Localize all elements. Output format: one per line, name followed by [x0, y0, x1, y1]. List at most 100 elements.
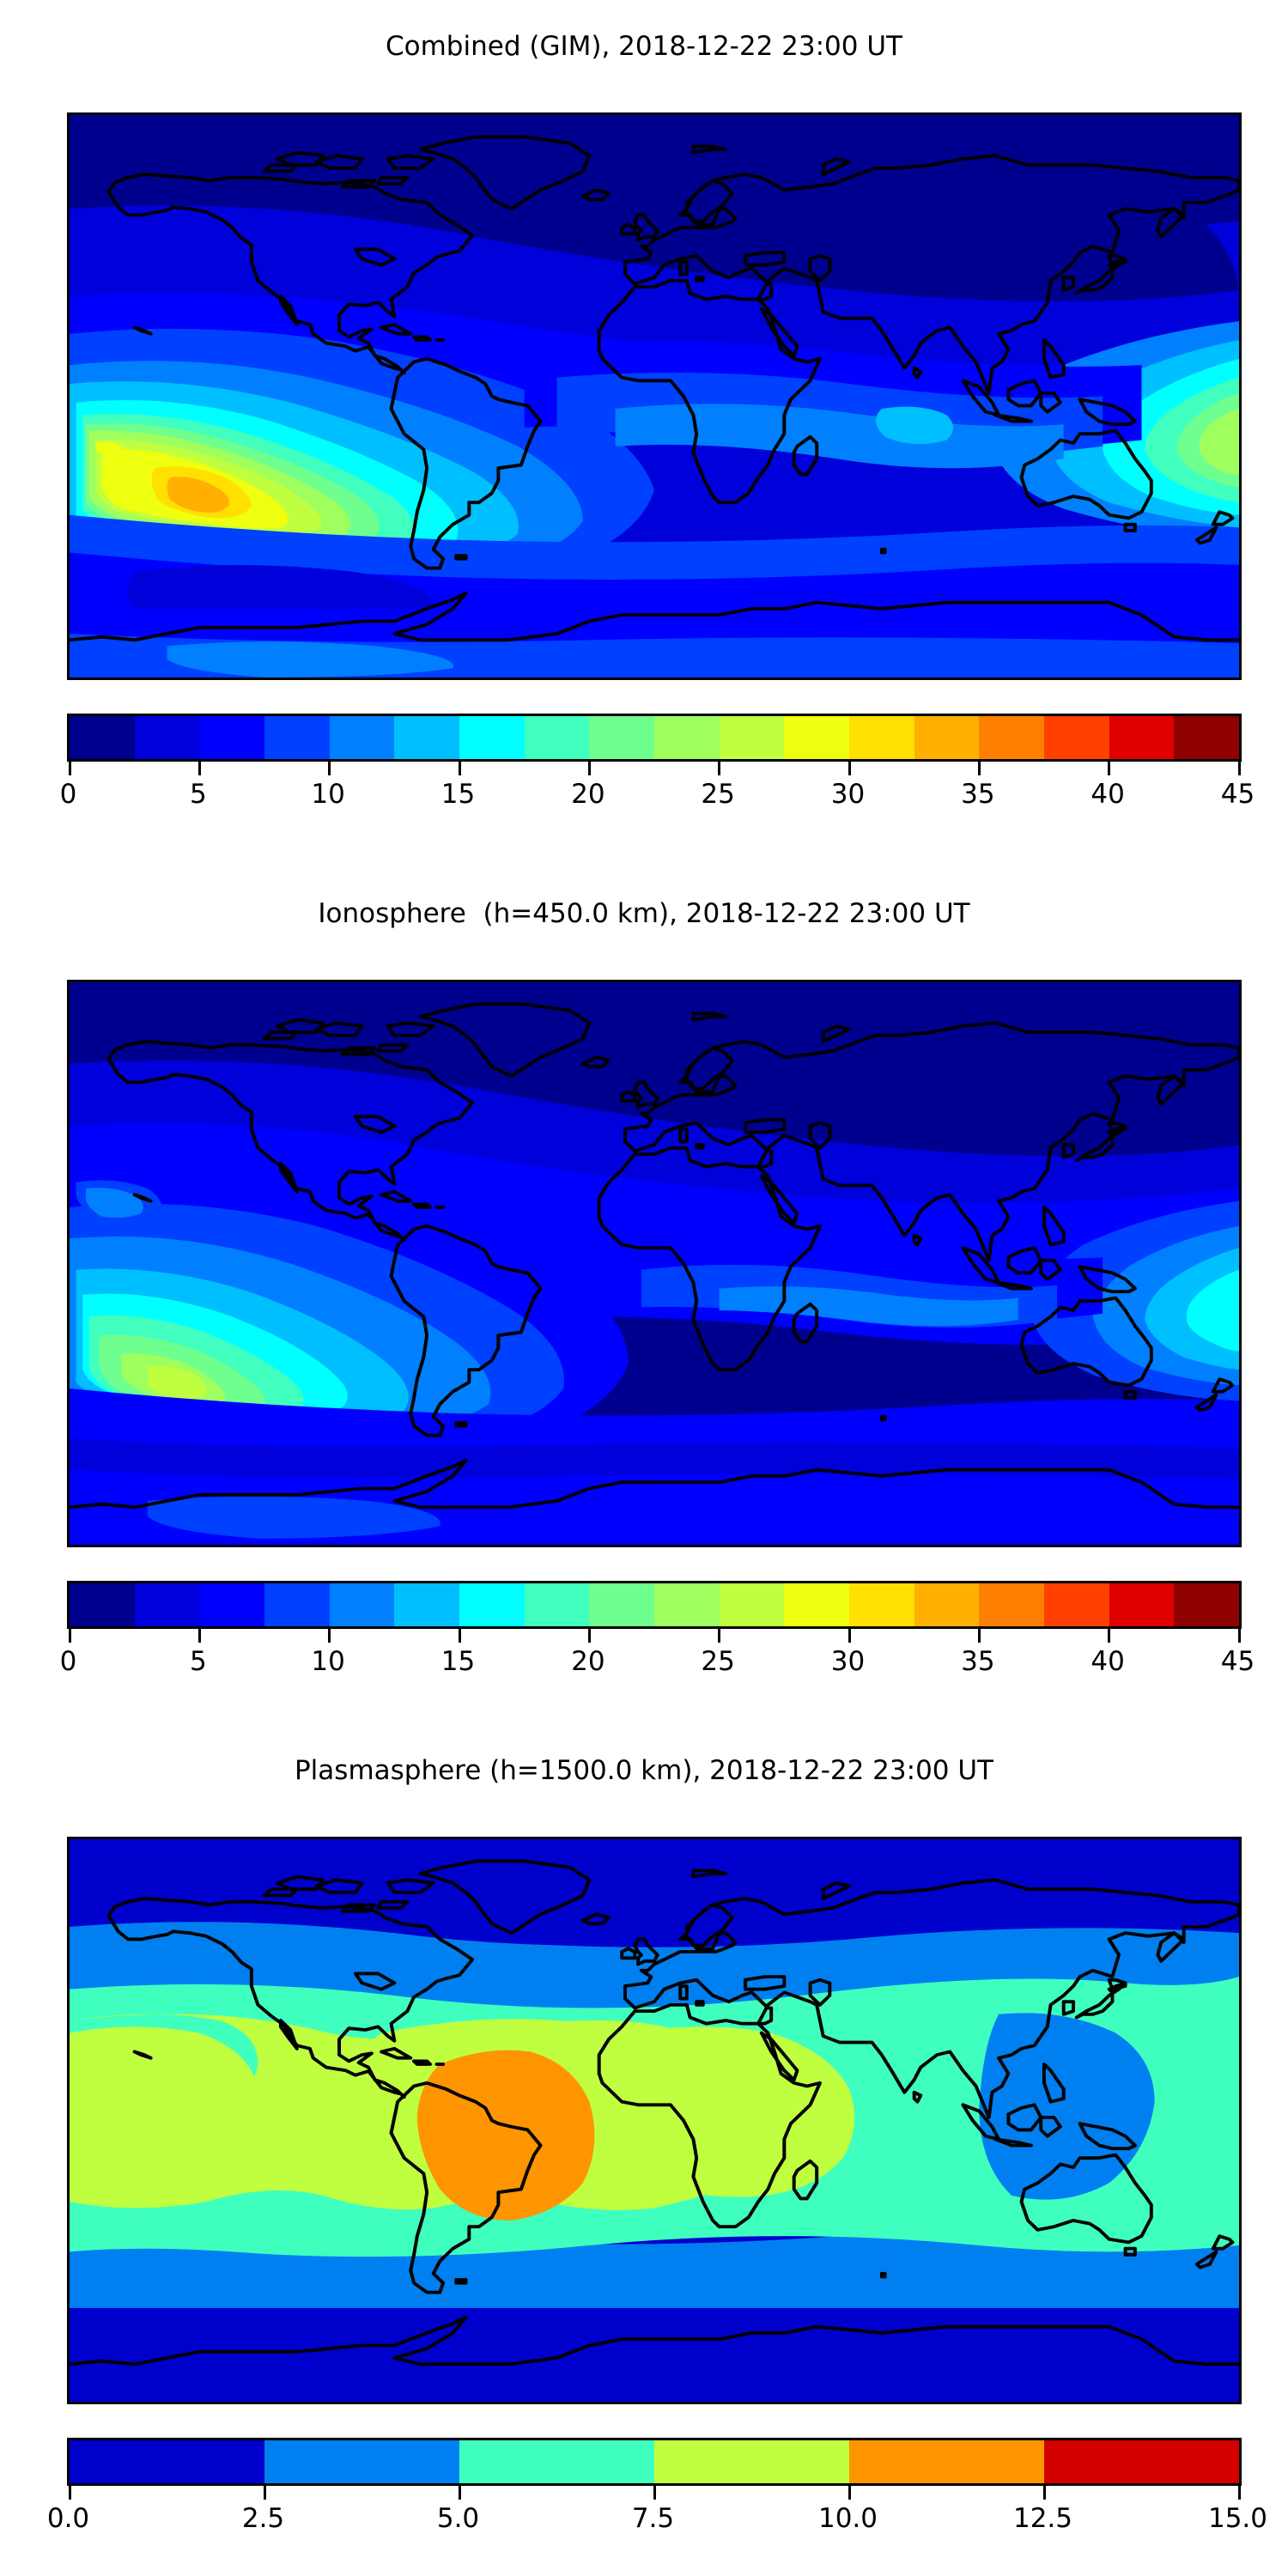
colorbar-tick-label: 10 — [311, 1646, 345, 1677]
colorbar-tick-label: 25 — [701, 1646, 735, 1677]
coastline-path — [106, 1040, 475, 1242]
colorbar-band — [914, 716, 980, 759]
colorbar-tick-label: 15 — [440, 1646, 476, 1677]
coastline-path — [808, 1978, 832, 2007]
colorbar-tick — [718, 762, 721, 775]
coastline-path — [70, 2315, 1239, 2366]
coastline-path — [792, 434, 819, 477]
coastline-path — [580, 188, 611, 202]
coastline-path — [1156, 1074, 1186, 1106]
coastline-path — [691, 1012, 728, 1022]
coastline-path — [389, 356, 543, 570]
colorbar-tick — [197, 762, 201, 775]
map-canvas-plasmasphere — [70, 1839, 1239, 2402]
colorbar-band — [849, 2440, 1044, 2483]
coastline-path — [821, 157, 851, 177]
map-plasmasphere — [67, 1837, 1242, 2404]
coastline-path — [633, 1080, 659, 1109]
colorbar-tick-label: 40 — [1091, 1646, 1125, 1677]
colorbar-band — [329, 1583, 395, 1626]
colorbar-tick — [587, 762, 591, 775]
colorbar-tick-label: 25 — [701, 779, 735, 810]
contour-field-combined — [70, 115, 1239, 677]
colorbar-tick — [328, 1629, 331, 1643]
coastline-path — [620, 222, 637, 236]
colorbar-tick-label: 15.0 — [1207, 2503, 1268, 2534]
coastline-path — [340, 1046, 377, 1056]
colorbar-tick-label: 15 — [440, 779, 476, 810]
panel-title-ionosphere: Ionosphere (h=450.0 km), 2018-12-22 23:0… — [318, 898, 970, 929]
colorbar-band — [459, 716, 525, 759]
coastline-path — [376, 1042, 410, 1053]
coastline-path — [808, 253, 832, 283]
panel-combined: Combined (GIM), 2018-12-22 23:00 UT — [0, 0, 1288, 867]
coastline-path — [580, 1912, 611, 1926]
coastline-path — [792, 1302, 819, 1344]
coastline-path — [278, 1162, 299, 1194]
coastline-path — [276, 150, 325, 167]
coastline-path — [759, 2031, 799, 2082]
coastline-path — [695, 276, 705, 283]
coastline-path — [1078, 2122, 1137, 2151]
colorbar-gradient-ionosphere — [67, 1581, 1242, 1629]
coastline-path — [132, 1193, 153, 1203]
coastline-path — [389, 2081, 543, 2294]
coastline-path — [1061, 1143, 1076, 1159]
coastline-path — [597, 278, 822, 505]
coastline-path — [678, 1984, 689, 2001]
colorbar-band — [1109, 1583, 1175, 1626]
colorbar-tick-label: 5.0 — [436, 2503, 480, 2534]
coastline-path — [353, 1971, 397, 1991]
colorbar-band — [394, 716, 459, 759]
colorbar-tick-label: 5 — [189, 779, 207, 810]
coastline-path — [1156, 1931, 1186, 1963]
colorbar-band — [1174, 716, 1239, 759]
coastline-path — [1107, 1978, 1127, 1991]
colorbar-tick-label: 0.0 — [46, 2503, 90, 2534]
colorbar-gradient-combined — [67, 714, 1242, 762]
colorbar-tick — [328, 762, 331, 775]
coastline-path — [412, 335, 432, 342]
colorbar-tick-label: 10.0 — [817, 2503, 878, 2534]
coastline-path — [1123, 2246, 1137, 2257]
map-canvas-ionosphere — [70, 982, 1239, 1545]
contour-field-ionosphere — [70, 982, 1239, 1545]
coastline-path — [620, 1090, 637, 1103]
coastline-path — [684, 1046, 734, 1091]
colorbar-tick — [458, 762, 461, 775]
coastlines-combined — [70, 135, 1239, 642]
colorbar-tick — [68, 2486, 71, 2500]
colorbar-band — [394, 1583, 459, 1626]
colorbar-band — [70, 2440, 264, 2483]
colorbar-tick-label: 5 — [189, 1646, 207, 1677]
colorbar-tick — [1237, 762, 1241, 775]
coastline-path — [1194, 1393, 1218, 1413]
colorbar-tick — [1237, 1629, 1241, 1643]
coastline-path — [376, 175, 410, 185]
colorbar-band — [264, 716, 330, 759]
coastline-path — [1042, 2063, 1066, 2104]
colorbar-tick-label: 30 — [830, 779, 866, 810]
colorbar-tick — [653, 2486, 656, 2500]
coastline-path — [691, 1868, 728, 1879]
colorbar-tick — [1108, 1629, 1111, 1643]
coastline-path — [1194, 2250, 1218, 2269]
coastline-path — [792, 2159, 819, 2201]
coastline-path — [1042, 338, 1066, 380]
coastline-path — [808, 1121, 832, 1150]
colorbar-tick — [977, 1629, 981, 1643]
coastline-path — [743, 251, 787, 267]
colorbar-band — [199, 1583, 264, 1626]
colorbar-band — [264, 1583, 330, 1626]
coastline-path — [879, 547, 887, 555]
colorbar-tick — [263, 2486, 266, 2500]
coastline-path — [454, 1421, 468, 1428]
colorbar-plasmasphere: 0.0 2.5 5.0 7.5 10.0 12.5 15.0 — [47, 2438, 1267, 2541]
colorbar-tick-label: 7.5 — [631, 2503, 675, 2534]
colorbar-tick — [1042, 2486, 1046, 2500]
contour-field-plasmasphere — [70, 1839, 1239, 2402]
coastline-path — [106, 173, 475, 375]
coastline-path — [684, 179, 734, 223]
colorbar-band — [459, 2440, 654, 2483]
